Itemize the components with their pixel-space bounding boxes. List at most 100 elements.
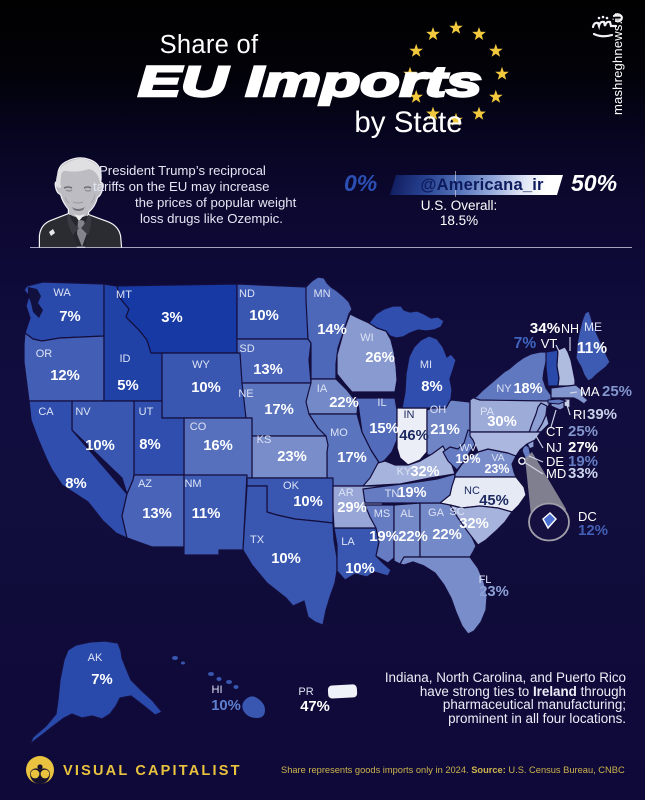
svg-text:SC: SC xyxy=(449,506,464,518)
svg-text:45%: 45% xyxy=(479,493,509,509)
svg-text:13%: 13% xyxy=(142,506,172,522)
svg-text:PR: PR xyxy=(298,686,313,698)
svg-text:WA: WA xyxy=(53,287,71,299)
svg-text:HI: HI xyxy=(212,684,223,696)
svg-text:CO: CO xyxy=(190,421,207,433)
svg-text:IN: IN xyxy=(404,409,415,421)
svg-text:25%: 25% xyxy=(568,423,598,440)
svg-text:22%: 22% xyxy=(398,529,428,545)
svg-text:10%: 10% xyxy=(85,438,115,454)
svg-text:29%: 29% xyxy=(337,500,367,516)
svg-text:22%: 22% xyxy=(329,395,359,411)
svg-text:NM: NM xyxy=(184,478,201,490)
svg-text:RI: RI xyxy=(573,407,586,422)
svg-text:21%: 21% xyxy=(430,422,460,438)
svg-text:AZ: AZ xyxy=(138,478,152,490)
svg-text:SD: SD xyxy=(239,343,254,355)
svg-text:23%: 23% xyxy=(277,449,307,465)
svg-text:25%: 25% xyxy=(602,383,632,400)
svg-text:10%: 10% xyxy=(249,308,279,324)
svg-text:11%: 11% xyxy=(577,340,607,357)
svg-text:AK: AK xyxy=(88,652,103,664)
svg-text:VT: VT xyxy=(541,336,558,351)
svg-text:22%: 22% xyxy=(432,527,462,543)
svg-text:27%: 27% xyxy=(568,439,598,456)
svg-text:23%: 23% xyxy=(479,584,509,600)
svg-text:19%: 19% xyxy=(455,452,480,466)
svg-text:32%: 32% xyxy=(459,516,489,532)
svg-text:OR: OR xyxy=(36,348,53,360)
svg-text:IA: IA xyxy=(317,383,328,395)
svg-text:26%: 26% xyxy=(365,350,395,366)
svg-text:32%: 32% xyxy=(410,464,439,480)
svg-text:ND: ND xyxy=(239,288,255,300)
svg-text:39%: 39% xyxy=(587,406,617,423)
svg-text:OH: OH xyxy=(430,404,447,416)
svg-text:10%: 10% xyxy=(211,698,241,714)
svg-text:17%: 17% xyxy=(337,450,367,466)
svg-text:AR: AR xyxy=(338,487,353,499)
svg-text:FL: FL xyxy=(479,574,492,586)
svg-text:11%: 11% xyxy=(192,506,221,522)
svg-text:TX: TX xyxy=(250,534,265,546)
svg-text:12%: 12% xyxy=(50,368,80,384)
svg-text:KS: KS xyxy=(257,434,272,446)
svg-text:WY: WY xyxy=(192,359,210,371)
svg-text:5%: 5% xyxy=(117,378,138,394)
svg-text:VA: VA xyxy=(491,452,504,464)
svg-text:UT: UT xyxy=(139,406,154,418)
svg-text:AL: AL xyxy=(400,508,413,520)
svg-text:IL: IL xyxy=(377,397,386,409)
svg-text:NJ: NJ xyxy=(546,440,562,455)
svg-text:47%: 47% xyxy=(300,699,330,715)
svg-text:NH: NH xyxy=(561,322,579,336)
svg-text:NY: NY xyxy=(496,383,512,395)
svg-text:3%: 3% xyxy=(161,310,182,326)
svg-text:MD: MD xyxy=(546,466,566,481)
svg-text:KY: KY xyxy=(397,466,412,478)
svg-text:16%: 16% xyxy=(203,438,233,454)
svg-text:8%: 8% xyxy=(139,437,160,453)
svg-text:NC: NC xyxy=(464,485,480,497)
svg-text:GA: GA xyxy=(428,507,445,519)
svg-text:CA: CA xyxy=(38,406,54,418)
svg-text:30%: 30% xyxy=(487,414,517,430)
svg-text:15%: 15% xyxy=(369,421,399,437)
svg-text:MA: MA xyxy=(580,384,600,399)
svg-text:34%: 34% xyxy=(530,320,561,337)
svg-text:ID: ID xyxy=(120,353,131,365)
svg-text:LA: LA xyxy=(341,536,355,548)
svg-text:19%: 19% xyxy=(369,529,399,545)
svg-text:12%: 12% xyxy=(578,522,608,539)
svg-text:17%: 17% xyxy=(264,402,294,418)
svg-text:7%: 7% xyxy=(91,672,112,688)
svg-text:8%: 8% xyxy=(65,476,86,492)
svg-text:10%: 10% xyxy=(345,561,375,577)
svg-text:MN: MN xyxy=(313,288,330,300)
svg-text:19%: 19% xyxy=(568,453,598,470)
svg-text:10%: 10% xyxy=(191,380,221,396)
svg-text:OK: OK xyxy=(283,480,300,492)
svg-text:10%: 10% xyxy=(293,494,323,510)
svg-text:7%: 7% xyxy=(59,309,80,325)
svg-text:14%: 14% xyxy=(317,322,347,338)
svg-text:MO: MO xyxy=(330,427,348,439)
svg-text:NE: NE xyxy=(238,388,253,400)
svg-text:DC: DC xyxy=(578,509,597,524)
svg-text:WV: WV xyxy=(460,442,477,454)
svg-text:MT: MT xyxy=(116,289,132,301)
svg-text:33%: 33% xyxy=(568,465,598,482)
svg-text:WI: WI xyxy=(360,332,373,344)
svg-text:18%: 18% xyxy=(513,381,542,397)
svg-text:MI: MI xyxy=(420,359,432,371)
svg-text:PA: PA xyxy=(480,406,495,418)
svg-text:CT: CT xyxy=(546,424,563,439)
svg-text:MS: MS xyxy=(374,508,391,520)
svg-text:10%: 10% xyxy=(271,551,301,567)
svg-text:7%: 7% xyxy=(514,335,537,352)
svg-text:13%: 13% xyxy=(253,362,283,378)
svg-text:19%: 19% xyxy=(397,485,426,501)
svg-text:DE: DE xyxy=(546,454,564,469)
svg-text:ME: ME xyxy=(584,320,602,334)
svg-text:46%: 46% xyxy=(399,428,429,444)
